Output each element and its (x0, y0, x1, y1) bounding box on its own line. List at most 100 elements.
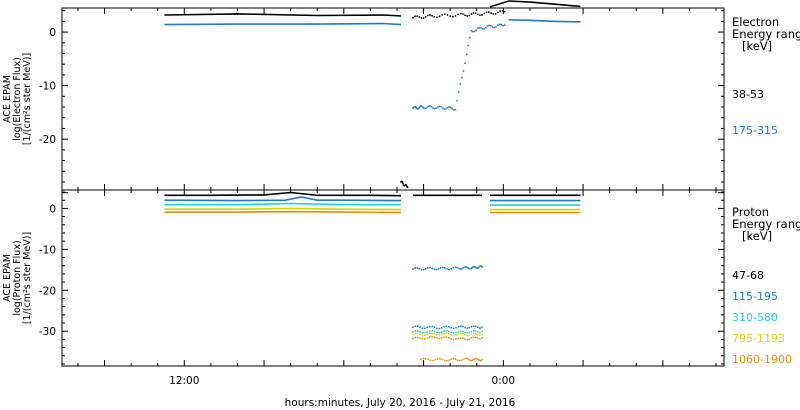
data-point-115-195 (462, 325, 464, 328)
data-point-310-580 (440, 331, 443, 333)
data-point-1060-1900 (458, 359, 461, 362)
data-point-1060-1900 (481, 336, 483, 339)
data-point-38-53 (487, 11, 490, 14)
data-point-1060-1900 (481, 358, 483, 361)
data-point-1060-1900 (428, 336, 431, 338)
series-line-175-315 (508, 19, 581, 23)
data-point-310-580 (414, 330, 417, 333)
data-point-38-53 (426, 14, 429, 17)
data-point-795-1193 (424, 334, 426, 337)
data-point-1060-1900 (419, 337, 422, 340)
y-tick-label: -30 (39, 326, 56, 338)
data-point-1060-1900 (434, 358, 437, 361)
data-point-115-195 (438, 327, 441, 330)
data-point-115-195 (445, 325, 448, 328)
data-point-115-195 (447, 325, 450, 328)
data-point-175-315 (491, 25, 494, 28)
data-point-38-53 (483, 12, 486, 15)
data-point-115-195 (429, 266, 431, 269)
data-point-1060-1900 (435, 337, 438, 339)
data-point-1060-1900 (469, 359, 472, 362)
data-point-175-315 (425, 106, 428, 109)
data-point-115-195 (464, 326, 466, 329)
series-line-175-315 (164, 22, 402, 26)
data-point-310-580 (481, 330, 483, 333)
data-point-38-53 (451, 15, 454, 18)
data-point-175-315 (480, 27, 482, 29)
data-point-310-580 (457, 330, 460, 333)
legend-title: Electron (732, 15, 779, 29)
legend-unit: [keV] (742, 229, 772, 243)
data-point-115-195 (414, 325, 417, 328)
data-point-1060-1900 (479, 337, 481, 340)
data-point-175-315 (500, 23, 503, 26)
data-point-310-580 (421, 331, 424, 334)
data-point-310-580 (445, 329, 448, 332)
data-point-115-195 (435, 327, 438, 330)
data-point-1060-1900 (464, 338, 466, 341)
y-axis-label: log(Electron Flux) (12, 57, 23, 141)
data-point-310-580 (474, 330, 477, 332)
data-point-38-53 (464, 14, 466, 17)
data-point-310-580 (431, 329, 433, 332)
data-point-795-1193 (431, 332, 433, 335)
series-line-38-53 (164, 13, 402, 17)
data-point-795-1193 (426, 333, 429, 336)
data-point-795-1193 (416, 332, 419, 335)
data-point-310-580 (450, 331, 453, 334)
data-point-38-53 (459, 12, 462, 15)
y-axis-label: [1/(cm²s ster MeV)] (22, 232, 33, 324)
data-point-115-195 (459, 325, 462, 327)
data-point-1060-1900 (420, 358, 422, 361)
data-point-115-195 (435, 268, 438, 271)
data-point-115-195 (462, 266, 465, 269)
data-point-1060-1900 (424, 338, 426, 340)
series-line-38-53 (489, 0, 581, 8)
data-point-38-53 (485, 11, 488, 14)
panel-frame-proton (61, 189, 725, 367)
data-point-115-195 (456, 266, 458, 269)
data-point-1060-1900 (455, 338, 457, 341)
data-point-1060-1900 (472, 336, 475, 339)
data-point-795-1193 (474, 332, 477, 335)
data-point-175-315 (489, 24, 492, 27)
data-point-38-53 (462, 13, 464, 15)
data-point-310-580 (443, 330, 445, 333)
data-point-1060-1900 (448, 359, 450, 362)
data-point-1060-1900 (452, 357, 455, 360)
data-point-175-315 (465, 53, 468, 56)
series-line-115-195 (164, 196, 402, 202)
data-point-115-195 (437, 267, 440, 270)
x-tick-label: 0:00 (492, 375, 516, 387)
data-point-310-580 (455, 331, 457, 334)
data-point-115-195 (412, 268, 414, 270)
data-point-1060-1900 (445, 336, 448, 338)
data-point-38-53 (422, 17, 425, 19)
data-point-1060-1900 (476, 358, 479, 360)
y-tick-label: -10 (39, 81, 56, 93)
data-point-115-195 (428, 325, 431, 328)
data-point-115-195 (441, 266, 444, 269)
y-tick-label: 0 (49, 203, 56, 215)
data-point-175-315 (440, 105, 443, 108)
data-point-795-1193 (459, 332, 462, 335)
data-point-115-195 (431, 325, 433, 328)
data-point-115-195 (450, 267, 453, 270)
data-point-38-53 (418, 16, 421, 18)
data-point-115-195 (455, 326, 457, 329)
data-point-115-195 (422, 268, 425, 271)
y-axis-label: [1/(cm²s ster MeV)] (22, 53, 33, 145)
data-point-175-315 (433, 107, 436, 110)
data-point-1060-1900 (421, 338, 424, 340)
data-point-1060-1900 (466, 338, 469, 341)
data-point-1060-1900 (473, 358, 475, 361)
data-point-795-1193 (412, 333, 414, 336)
data-point-115-195 (472, 325, 475, 328)
data-point-175-315 (503, 24, 506, 27)
data-point-310-580 (462, 330, 464, 333)
data-point-115-195 (424, 268, 427, 270)
data-point-175-315 (462, 70, 465, 72)
x-axis-label: hours:minutes, July 20, 2016 - July 21, … (285, 397, 516, 409)
data-point-1060-1900 (431, 335, 433, 338)
data-point-38-53 (494, 12, 497, 15)
